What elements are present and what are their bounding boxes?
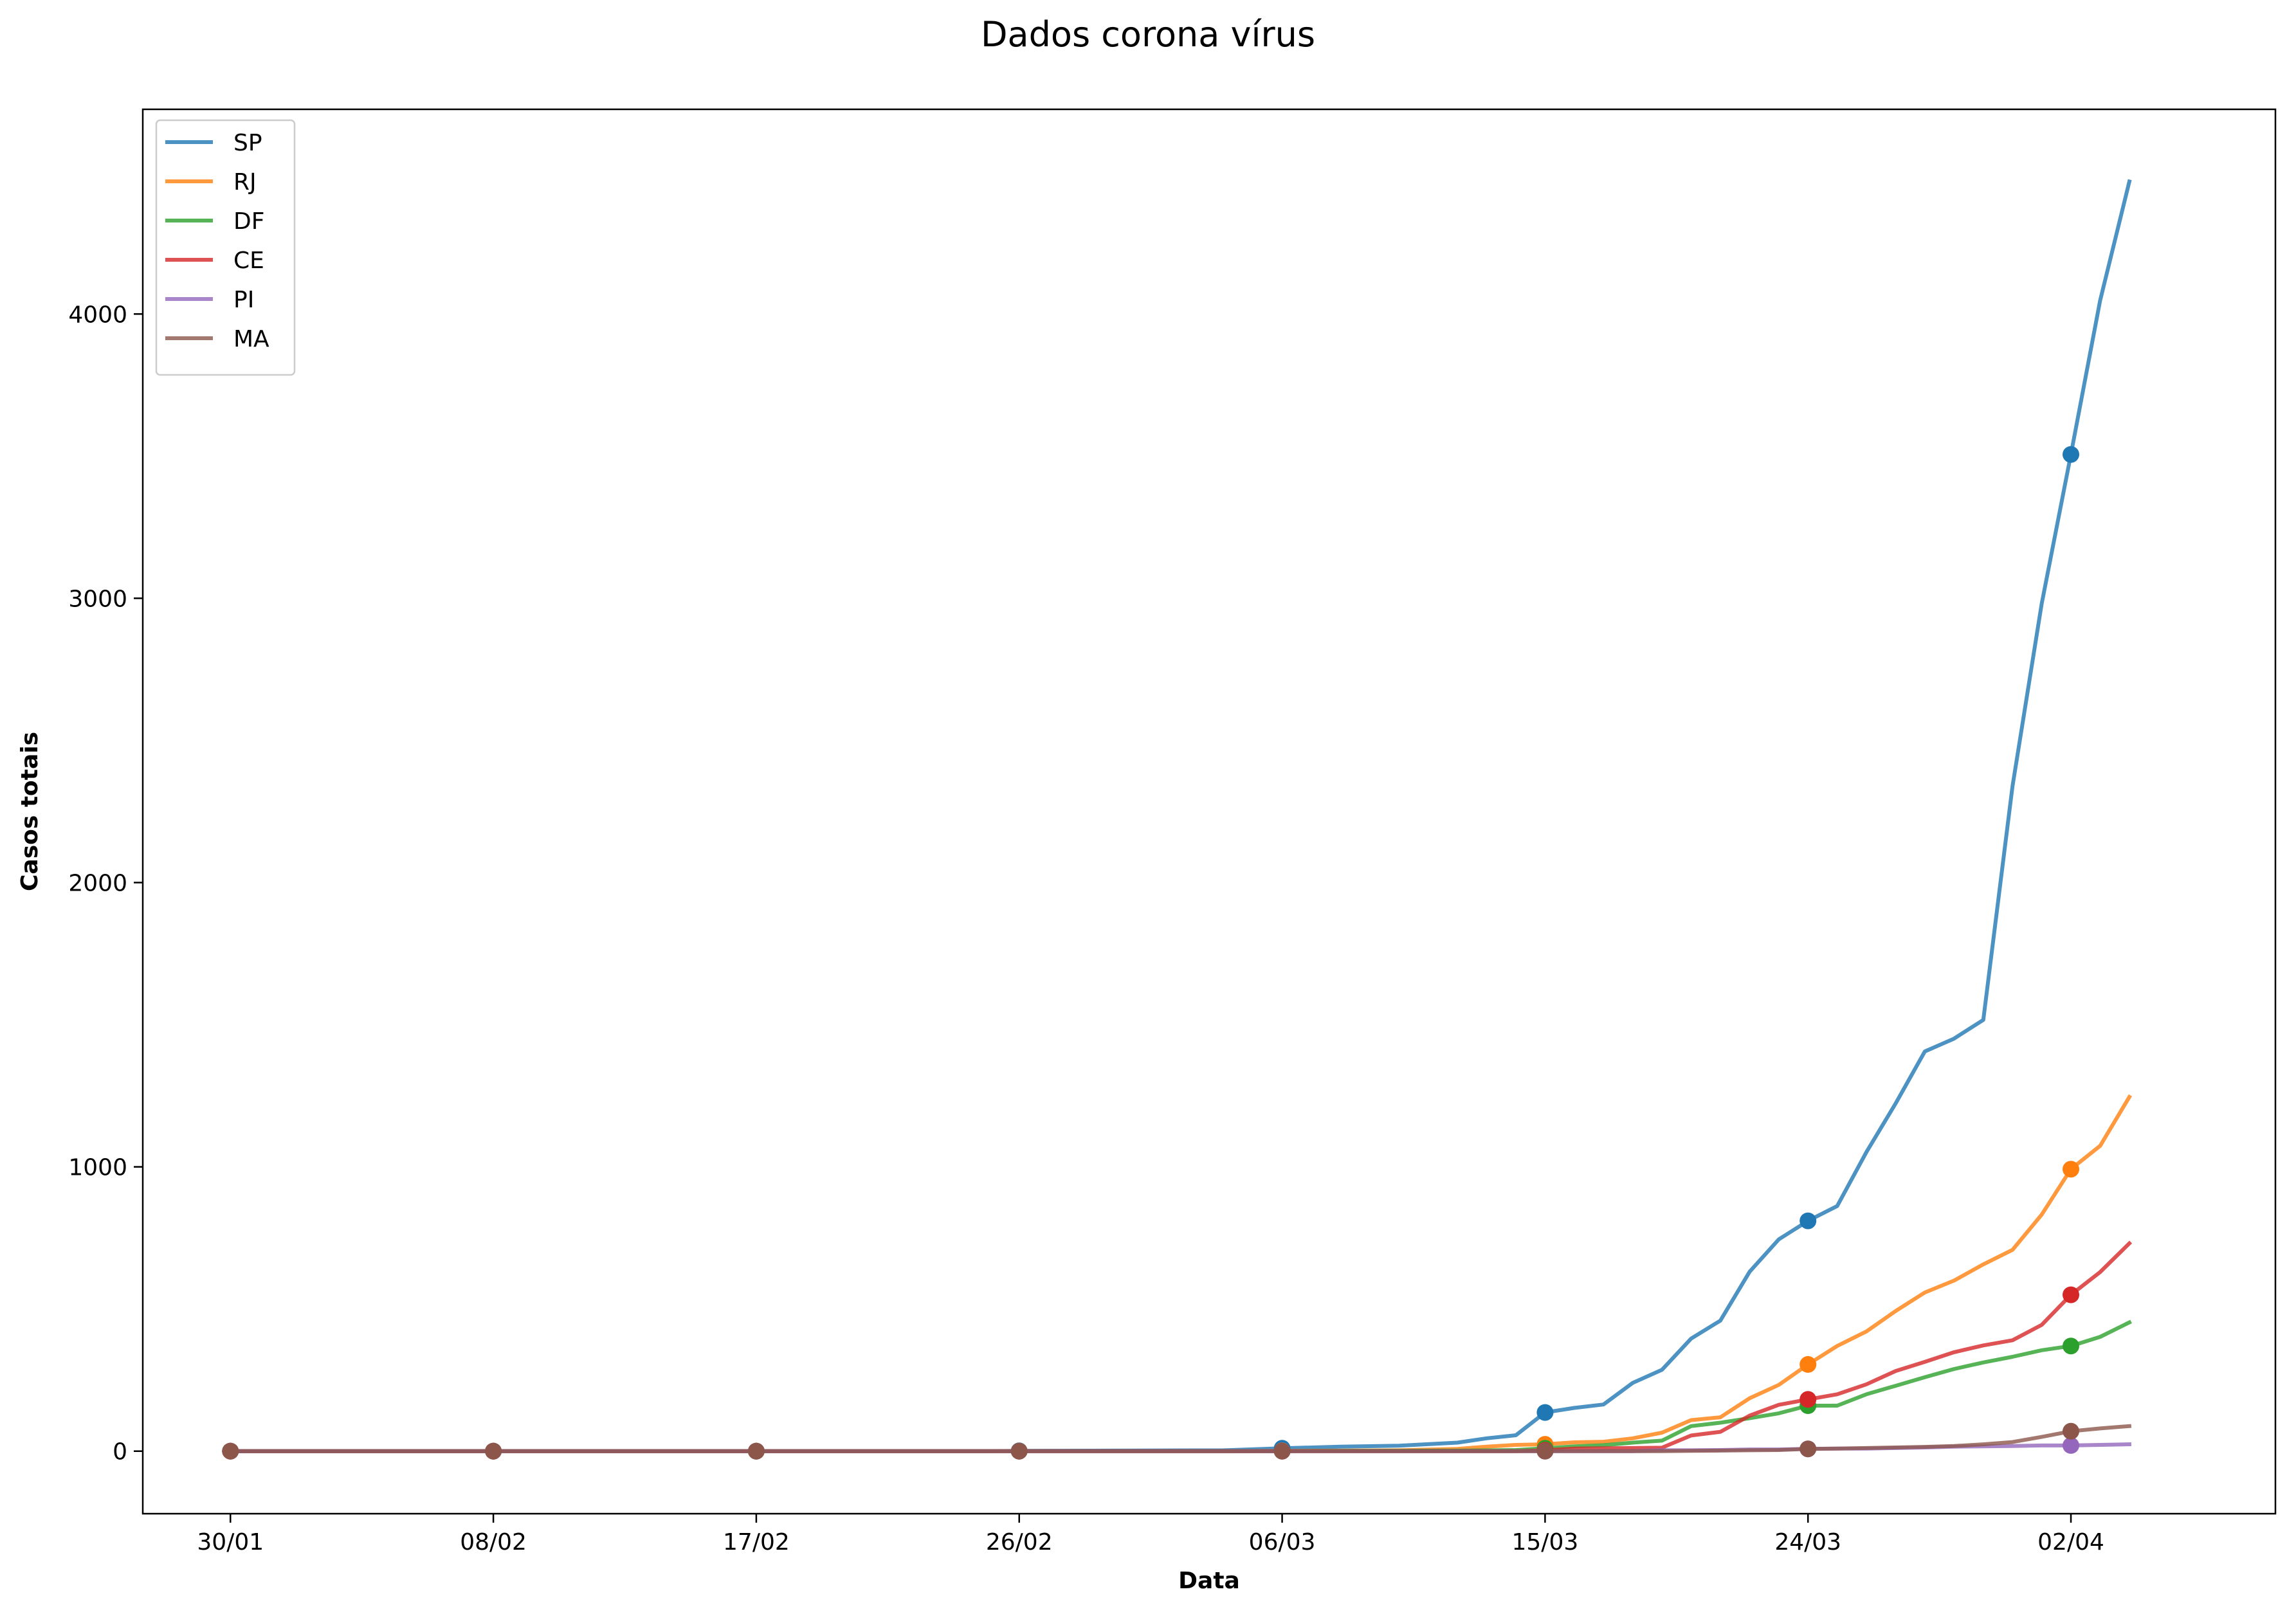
data-point-ma-1 xyxy=(485,1442,502,1460)
legend-label-df: DF xyxy=(233,208,264,235)
x-tick-label: 17/02 xyxy=(723,1529,790,1555)
data-point-sp-5 xyxy=(1536,1404,1554,1421)
series-line-rj xyxy=(228,1094,2133,1453)
data-point-ma-3 xyxy=(1010,1442,1028,1460)
data-point-ce-6 xyxy=(1799,1391,1817,1408)
x-tick-label: 02/04 xyxy=(2037,1529,2104,1555)
series-ce xyxy=(222,1240,2133,1460)
data-point-ma-7 xyxy=(2063,1422,2079,1440)
legend-label-sp: SP xyxy=(233,130,262,156)
data-point-ma-5 xyxy=(1536,1442,1554,1460)
y-tick-label: 3000 xyxy=(68,586,127,612)
x-tick-label: 30/01 xyxy=(197,1529,264,1555)
data-point-pi-7 xyxy=(2063,1437,2079,1454)
x-axis: 30/01 08/02 17/02 26/02 06/03 15/03 24/03 02/04 xyxy=(197,1514,2104,1555)
legend-label-pi: PI xyxy=(233,287,254,313)
y-tick-label: 2000 xyxy=(68,871,127,897)
chart-title: Dados corona vírus xyxy=(981,14,1315,55)
x-tick-label: 26/02 xyxy=(986,1529,1053,1555)
data-point-ma-4 xyxy=(1273,1442,1291,1460)
data-point-ma-2 xyxy=(747,1442,765,1460)
x-tick-label: 08/02 xyxy=(460,1529,527,1555)
y-tick-label: 0 xyxy=(113,1439,127,1465)
legend-label-ma: MA xyxy=(233,326,269,352)
y-tick-label: 1000 xyxy=(68,1155,127,1181)
plot-area-frame xyxy=(141,108,2277,1515)
data-point-sp-7 xyxy=(2063,446,2079,463)
x-axis-label: Data xyxy=(1178,1568,1240,1594)
y-axis: 0 1000 2000 3000 4000 xyxy=(68,302,143,1465)
data-point-ma-0 xyxy=(222,1442,239,1460)
series-line-sp xyxy=(228,179,2132,1453)
legend-box xyxy=(155,119,296,376)
legend: SP RJ DF CE PI MA xyxy=(155,119,296,376)
series-line-ma xyxy=(228,1424,2132,1453)
x-tick-label: 24/03 xyxy=(1774,1529,1841,1555)
data-point-rj-7 xyxy=(2063,1161,2079,1178)
series-ma xyxy=(222,1422,2132,1460)
data-point-ma-6 xyxy=(1799,1440,1817,1458)
series-line-ce xyxy=(228,1240,2133,1453)
series-sp xyxy=(222,179,2132,1460)
data-point-df-7 xyxy=(2063,1337,2079,1355)
series-layer xyxy=(222,179,2133,1460)
y-tick-label: 4000 xyxy=(68,302,127,328)
data-point-ce-7 xyxy=(2063,1286,2079,1303)
data-point-sp-6 xyxy=(1799,1212,1817,1229)
legend-label-ce: CE xyxy=(233,248,264,274)
data-point-rj-6 xyxy=(1799,1356,1817,1373)
legend-label-rj: RJ xyxy=(233,169,257,195)
y-axis-label: Casos totais xyxy=(17,732,43,891)
x-tick-label: 06/03 xyxy=(1249,1529,1316,1555)
x-tick-label: 15/03 xyxy=(1512,1529,1579,1555)
